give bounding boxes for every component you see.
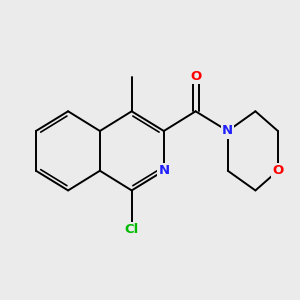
Text: O: O [272,164,284,177]
Text: O: O [190,70,201,83]
Text: N: N [222,124,233,137]
Text: Cl: Cl [124,223,139,236]
Text: N: N [158,164,169,177]
